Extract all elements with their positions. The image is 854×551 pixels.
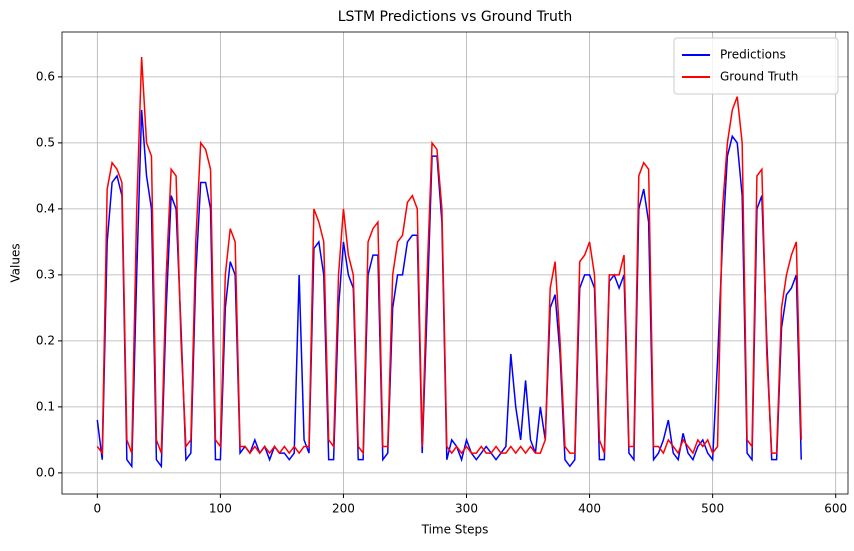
x-tick-label: 400 bbox=[578, 502, 601, 516]
x-tick-label: 500 bbox=[701, 502, 724, 516]
x-tick-label: 100 bbox=[209, 502, 232, 516]
line-series bbox=[96, 57, 802, 456]
legend-label: Ground Truth bbox=[720, 70, 798, 84]
line-series bbox=[96, 109, 802, 469]
x-axis-label: Time Steps bbox=[421, 523, 489, 537]
chart-title: LSTM Predictions vs Ground Truth bbox=[338, 9, 573, 25]
y-tick-label: 0.4 bbox=[36, 201, 55, 215]
y-axis-label: Values bbox=[9, 243, 23, 282]
y-tick-label: 0.1 bbox=[36, 399, 55, 413]
legend-label: Predictions bbox=[720, 48, 786, 62]
x-tick-label: 200 bbox=[332, 502, 355, 516]
x-tick-label: 300 bbox=[455, 502, 478, 516]
y-tick-label: 0.2 bbox=[36, 333, 55, 347]
y-tick-label: 0.0 bbox=[36, 465, 55, 479]
y-tick-label: 0.3 bbox=[36, 267, 55, 281]
plot-frame bbox=[61, 31, 849, 495]
x-tick-label: 600 bbox=[824, 502, 847, 516]
y-tick-label: 0.6 bbox=[36, 69, 55, 83]
y-tick-label: 0.5 bbox=[36, 135, 55, 149]
x-tick-label: 0 bbox=[93, 502, 101, 516]
legend-box bbox=[673, 37, 839, 95]
